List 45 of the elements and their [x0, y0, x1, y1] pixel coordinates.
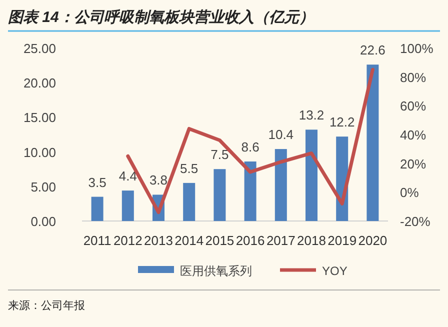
- x-tick-label: 2020: [358, 233, 388, 248]
- bar: [366, 64, 379, 221]
- x-tick-label: 2017: [266, 233, 296, 248]
- data-label: 3.8: [149, 172, 168, 188]
- y2-tick-label: 80%: [400, 70, 426, 85]
- data-label: 8.6: [241, 139, 260, 154]
- legend-label: YOY: [322, 264, 348, 278]
- x-tick-label: 2018: [297, 233, 326, 248]
- y-tick-label: 10.00: [23, 144, 56, 160]
- x-tick-label: 2014: [174, 233, 204, 248]
- data-label: 10.4: [268, 127, 294, 142]
- data-label: 22.6: [360, 42, 386, 58]
- y2-tick-label: -20%: [400, 214, 431, 229]
- y2-tick-label: 0%: [400, 185, 420, 200]
- data-label: 4.4: [118, 168, 137, 184]
- x-tick-label: 2016: [236, 233, 265, 248]
- data-label: 7.5: [210, 147, 229, 162]
- x-tick-label: 2011: [83, 233, 112, 248]
- x-tick-label: 2013: [144, 233, 173, 248]
- y2-tick-label: 40%: [400, 128, 426, 142]
- y2-tick-label: 100%: [400, 41, 434, 56]
- y-tick-label: 15.00: [23, 110, 56, 126]
- bar: [306, 130, 318, 221]
- y2-tick-label: 60%: [400, 98, 426, 114]
- data-label: 13.2: [298, 108, 324, 123]
- y-tick-label: 0.00: [30, 214, 56, 229]
- y2-tick-label: 20%: [400, 156, 426, 172]
- legend-label: 医用供氧系列: [180, 264, 252, 278]
- x-tick-label: 2015: [205, 233, 234, 248]
- data-label: 12.2: [329, 114, 355, 130]
- y-tick-label: 25.00: [23, 41, 56, 56]
- bar: [183, 182, 196, 221]
- y-tick-label: 5.00: [30, 179, 56, 194]
- y-tick-label: 20.00: [23, 76, 56, 91]
- bar: [244, 161, 256, 221]
- chart-title: 图表 14：公司呼吸制氧板块营业收入（亿元）: [8, 9, 314, 26]
- data-label: 3.5: [88, 174, 106, 190]
- bar: [122, 190, 134, 221]
- data-label: 5.5: [180, 160, 198, 176]
- x-tick-label: 2012: [113, 233, 142, 248]
- bar: [91, 196, 104, 221]
- bar: [214, 169, 226, 221]
- bar: [274, 149, 287, 221]
- source-note: 来源：公司年报: [8, 299, 85, 312]
- x-tick-label: 2019: [328, 233, 357, 248]
